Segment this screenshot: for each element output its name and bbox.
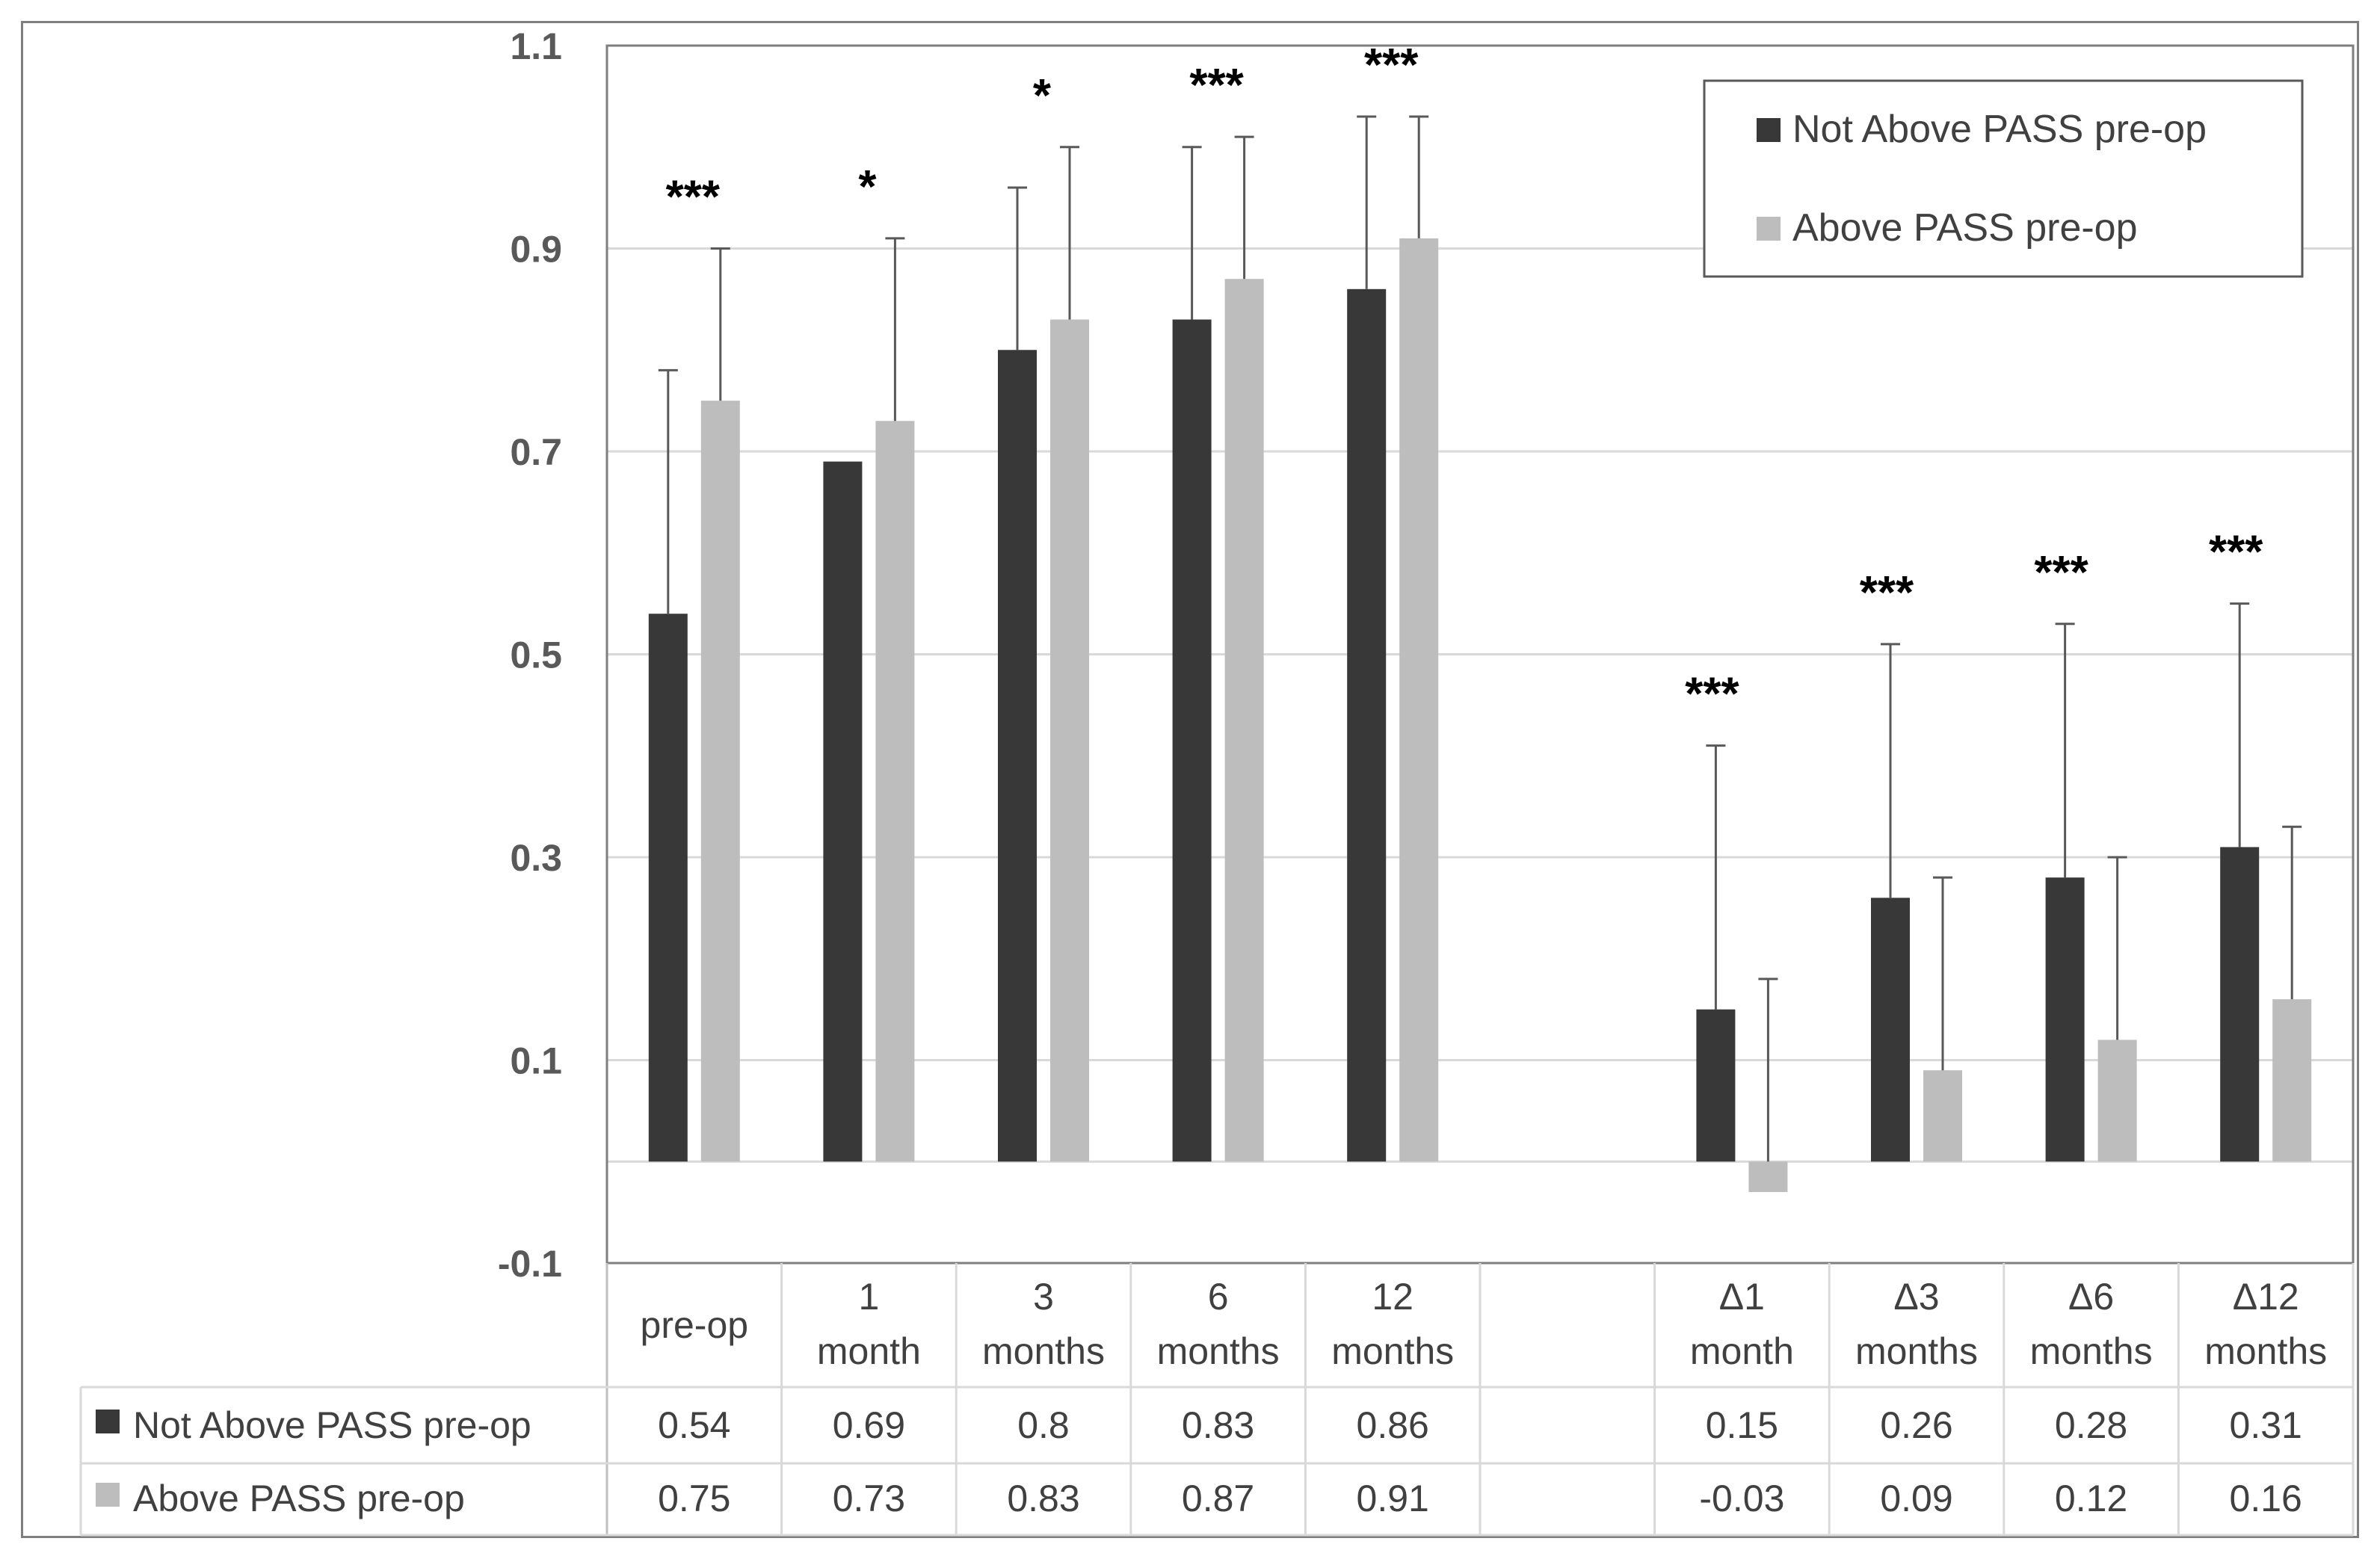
category-label: month: [1690, 1330, 1794, 1372]
y-tick-label: 0.3: [510, 837, 562, 879]
bar-above-pass: [875, 421, 915, 1162]
data-label: 0.86: [1357, 1404, 1429, 1446]
data-label: 0.54: [658, 1404, 730, 1446]
data-label: 0.15: [1706, 1404, 1778, 1446]
bar-above-pass: [1748, 1161, 1788, 1192]
data-label: 0.75: [658, 1478, 730, 1519]
data-label: 0.91: [1357, 1478, 1429, 1519]
y-tick-label: 0.7: [510, 431, 562, 473]
data-label: 0.83: [1182, 1404, 1254, 1446]
data-label: 0.31: [2230, 1404, 2302, 1446]
significance-marker: ***: [1364, 40, 1419, 91]
significance-marker: ***: [2034, 547, 2088, 599]
category-label: Δ12: [2233, 1276, 2299, 1318]
category-label: months: [1331, 1330, 1454, 1372]
significance-marker: *: [858, 161, 877, 213]
bar-not-above-pass: [2045, 877, 2085, 1162]
legend-label: Not Above PASS pre-op: [1792, 108, 2207, 151]
data-label: 0.16: [2230, 1478, 2302, 1519]
data-label: 0.73: [833, 1478, 905, 1519]
bar-above-pass: [1224, 279, 1264, 1162]
bar-above-pass: [1923, 1070, 1962, 1162]
significance-marker: ***: [1189, 60, 1244, 111]
data-label: 0.26: [1880, 1404, 1952, 1446]
legend-key: [96, 1410, 120, 1433]
legend-key: [96, 1483, 120, 1507]
data-label: 0.69: [833, 1404, 905, 1446]
bar-above-pass: [2272, 999, 2312, 1162]
significance-marker: ***: [2209, 527, 2263, 578]
significance-marker: ***: [666, 172, 721, 223]
category-label: month: [817, 1330, 921, 1372]
category-label: 1: [858, 1276, 879, 1318]
category-label: months: [1855, 1330, 1978, 1372]
category-label: 3: [1033, 1276, 1054, 1318]
y-tick-label: 0.1: [510, 1040, 562, 1082]
table-row-label: Above PASS pre-op: [133, 1478, 465, 1519]
category-label: months: [1157, 1330, 1280, 1372]
bar-not-above-pass: [998, 350, 1037, 1162]
legend-swatch: [1757, 217, 1781, 241]
bar-not-above-pass: [1172, 319, 1212, 1162]
category-label: Δ1: [1719, 1276, 1765, 1318]
category-label: months: [2204, 1330, 2327, 1372]
data-label: 0.12: [2055, 1478, 2127, 1519]
table-row-label: Not Above PASS pre-op: [133, 1404, 531, 1446]
bar-above-pass: [2097, 1040, 2137, 1162]
category-label: Δ6: [2068, 1276, 2114, 1318]
legend-swatch: [1757, 118, 1781, 142]
chart-frame: [21, 21, 2359, 1538]
data-label: 0.83: [1007, 1478, 1079, 1519]
data-label: 0.09: [1880, 1478, 1952, 1519]
data-label: 0.87: [1182, 1478, 1254, 1519]
bar-above-pass: [1050, 319, 1089, 1162]
significance-marker: *: [1033, 70, 1052, 122]
bar-not-above-pass: [1696, 1009, 1736, 1162]
y-tick-label: -0.1: [498, 1243, 562, 1285]
y-tick-label: 0.9: [510, 229, 562, 271]
y-tick-label: 1.1: [510, 25, 562, 67]
bar-not-above-pass: [648, 614, 688, 1162]
bar-above-pass: [700, 401, 740, 1162]
bar-not-above-pass: [1347, 288, 1387, 1162]
y-tick-label: 0.5: [510, 635, 562, 676]
bar-above-pass: [1399, 238, 1439, 1162]
bar-not-above-pass: [823, 461, 863, 1162]
data-label: -0.03: [1699, 1478, 1784, 1519]
legend: [1703, 79, 2304, 278]
bar-not-above-pass: [2220, 847, 2260, 1162]
category-label: 12: [1372, 1276, 1413, 1318]
significance-marker: ***: [1860, 567, 1914, 619]
significance-marker: ***: [1685, 669, 1739, 720]
category-label: 6: [1208, 1276, 1229, 1318]
category-label: Δ3: [1893, 1276, 1939, 1318]
bar-not-above-pass: [1871, 898, 1910, 1162]
data-label: 0.28: [2055, 1404, 2127, 1446]
category-label: months: [2030, 1330, 2153, 1372]
category-label: pre-op: [641, 1304, 749, 1346]
category-label: months: [982, 1330, 1105, 1372]
data-label: 0.8: [1017, 1404, 1070, 1446]
legend-label: Above PASS pre-op: [1792, 206, 2138, 250]
